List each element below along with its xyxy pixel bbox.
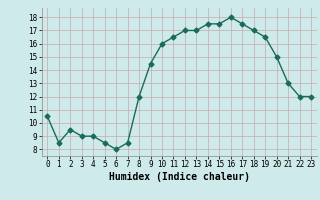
X-axis label: Humidex (Indice chaleur): Humidex (Indice chaleur): [109, 172, 250, 182]
